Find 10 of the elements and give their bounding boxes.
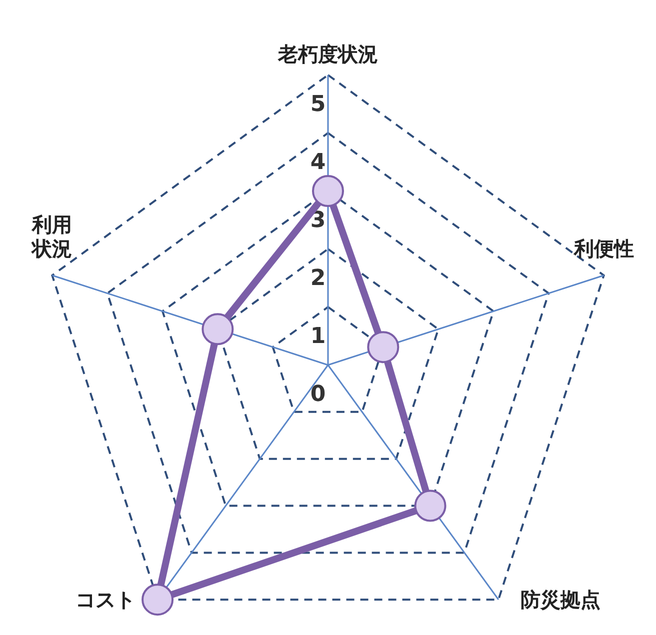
spoke-label: 利便性 (572, 236, 634, 260)
y-tick-label: 5 (310, 92, 326, 117)
spoke-label: 老朽度状況 (277, 42, 378, 66)
spoke-label: コスト (76, 588, 136, 612)
y-tick-label: 1 (310, 324, 326, 349)
spoke-label: 防災拠点 (520, 588, 600, 612)
y-tick-label: 0 (310, 382, 326, 407)
y-tick-label: 4 (310, 150, 326, 175)
spoke-label: 利用状況 (30, 212, 72, 260)
y-tick-label: 2 (310, 266, 326, 291)
